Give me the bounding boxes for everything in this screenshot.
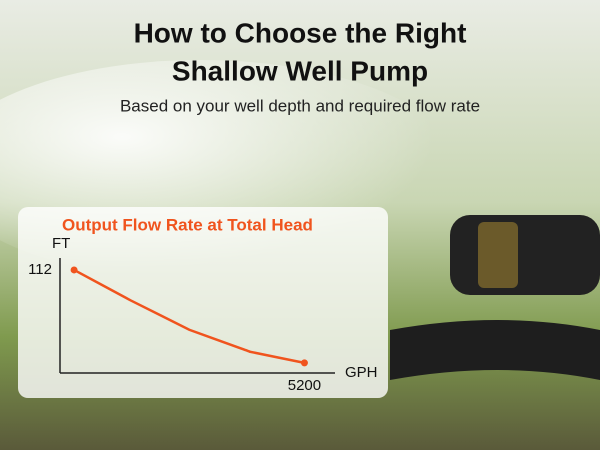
brass-fitting xyxy=(478,222,518,288)
chart-card xyxy=(18,207,388,398)
point xyxy=(70,266,78,274)
line xyxy=(73,268,305,365)
x-axis-label: GPH xyxy=(345,364,378,381)
subtitle: Based on your well depth and required fl… xyxy=(120,96,480,115)
hose xyxy=(390,320,600,380)
y-axis-label: FT xyxy=(52,235,70,252)
point xyxy=(300,359,308,367)
x-tick-label: 5200 xyxy=(288,377,321,394)
chart-title: Output Flow Rate at Total Head xyxy=(62,215,313,234)
nozzle xyxy=(450,215,600,295)
page-title: How to Choose the Right xyxy=(134,17,467,48)
y-tick-label: 112 xyxy=(28,261,52,278)
page-title: Shallow Well Pump xyxy=(172,55,428,86)
